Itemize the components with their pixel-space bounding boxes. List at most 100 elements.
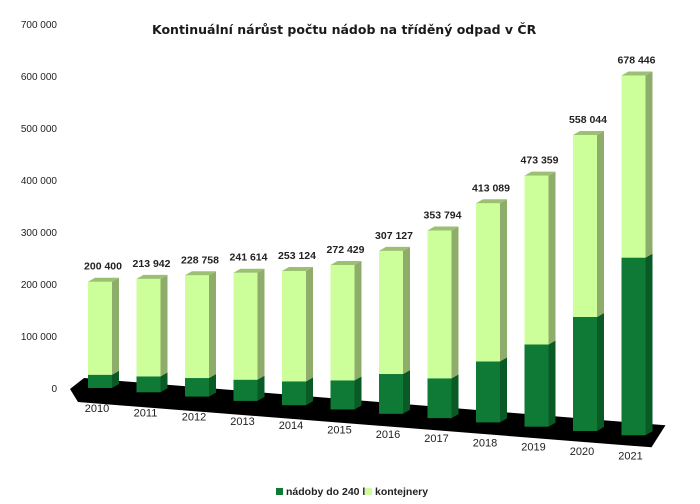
bar-side-nadoby <box>500 357 507 423</box>
bar-segment-nadoby <box>524 344 549 427</box>
bar-side-nadoby <box>597 312 604 431</box>
bar-top <box>427 226 459 231</box>
total-label: 241 614 <box>230 252 268 264</box>
bar-segment-nadoby <box>330 380 355 410</box>
bar-segment-kontejnery <box>330 265 355 381</box>
chart-title: Kontinuální nárůst počtu nádob na tříděn… <box>152 22 537 37</box>
bar-2015 <box>330 261 362 410</box>
bar-top <box>524 171 556 176</box>
data-labels: 200 400 213 942 228 758 241 614 253 124 272 4… <box>84 54 656 272</box>
bar-side-kontejnery <box>257 268 265 380</box>
total-label: 353 794 <box>424 209 462 221</box>
y-tick-label: 700 000 <box>21 20 58 31</box>
total-label: 678 446 <box>618 54 656 66</box>
bar-side-nadoby <box>354 376 362 410</box>
bar-segment-nadoby <box>136 376 161 393</box>
bar-segment-kontejnery <box>185 275 209 379</box>
total-label: 253 124 <box>278 250 316 262</box>
bar-top <box>282 266 313 271</box>
y-tick-label: 600 000 <box>21 72 58 83</box>
bar-top <box>88 277 119 282</box>
bar-side-nadoby <box>209 374 216 397</box>
x-tick-label: 2017 <box>424 433 448 445</box>
x-tick-label: 2019 <box>521 442 545 454</box>
y-tick-label: 0 <box>51 384 57 395</box>
x-tick-label: 2021 <box>618 450 642 462</box>
legend-swatch-nadoby <box>276 488 283 495</box>
x-tick-label: 2020 <box>570 446 594 458</box>
bar-segment-nadoby <box>621 257 646 436</box>
bar-2019 <box>524 171 556 427</box>
bar-segment-nadoby <box>233 379 258 401</box>
legend: nádoby do 240 l kontejnery <box>276 486 428 498</box>
y-tick-label: 500 000 <box>21 124 58 135</box>
bar-side-nadoby <box>548 340 556 427</box>
y-axis: 0 100 000 200 000 300 000 400 000 500 000 600 … <box>21 20 58 395</box>
bar-top <box>233 268 265 273</box>
bar-top <box>379 246 410 251</box>
x-tick-label: 2014 <box>279 420 303 432</box>
bar-segment-nadoby <box>185 378 209 397</box>
bar-segment-kontejnery <box>136 278 161 377</box>
bar-segment-kontejnery <box>573 135 597 317</box>
bar-segment-nadoby <box>282 381 306 406</box>
bar-top <box>621 71 653 76</box>
bar-segment-nadoby <box>88 374 112 388</box>
bar-side-kontejnery <box>597 131 604 317</box>
bar-side-kontejnery <box>403 246 410 375</box>
x-tick-label: 2015 <box>327 425 351 437</box>
bar-2012 <box>185 271 216 397</box>
x-tick-label: 2018 <box>473 437 497 449</box>
y-tick-label: 200 000 <box>21 280 58 291</box>
x-tick-label: 2011 <box>134 407 158 419</box>
total-label: 272 429 <box>327 244 365 256</box>
bar-2013 <box>233 268 265 401</box>
bar-segment-kontejnery <box>427 230 452 379</box>
bar-2021 <box>621 71 653 436</box>
bar-side-kontejnery <box>209 271 216 379</box>
y-tick-label: 100 000 <box>21 332 58 343</box>
bar-side-nadoby <box>645 253 653 436</box>
x-tick-label: 2010 <box>85 403 109 415</box>
bar-side-nadoby <box>451 374 459 419</box>
x-tick-label: 2013 <box>230 416 254 428</box>
bar-side-kontejnery <box>160 274 168 377</box>
bar-side-kontejnery <box>500 199 507 362</box>
bar-top <box>330 261 362 266</box>
x-tick-label: 2016 <box>376 429 400 441</box>
x-axis: 2010 2011 2012 2013 2014 2015 2016 2017 2018 2019… <box>85 403 643 462</box>
bar-segment-kontejnery <box>524 175 549 345</box>
bar-side-nadoby <box>112 370 119 388</box>
total-label: 473 359 <box>521 155 559 167</box>
total-label: 213 942 <box>133 258 171 270</box>
x-tick-label: 2012 <box>182 412 206 424</box>
bar-segment-kontejnery <box>621 75 646 258</box>
bar-side-nadoby <box>306 377 313 406</box>
bar-segment-nadoby <box>379 374 403 414</box>
bar-side-nadoby <box>257 375 265 401</box>
bar-side-nadoby <box>403 370 410 414</box>
bar-side-kontejnery <box>306 266 313 382</box>
bar-segment-kontejnery <box>379 250 403 375</box>
bar-side-kontejnery <box>548 171 556 345</box>
bar-segment-kontejnery <box>476 203 500 362</box>
bar-segment-kontejnery <box>233 272 258 380</box>
total-label: 307 127 <box>375 230 413 242</box>
bar-side-kontejnery <box>354 261 362 381</box>
bar-2011 <box>136 274 168 393</box>
bar-2014 <box>282 266 313 406</box>
bar-2017 <box>427 226 459 419</box>
bar-2018 <box>476 199 507 423</box>
bar-side-kontejnery <box>645 71 653 258</box>
legend-label-kontejnery: kontejnery <box>375 486 428 498</box>
y-tick-label: 400 000 <box>21 176 58 187</box>
y-tick-label: 300 000 <box>21 228 58 239</box>
bar-top <box>573 131 604 136</box>
legend-swatch-kontejnery <box>365 488 372 495</box>
chart-floor <box>70 378 666 448</box>
total-label: 413 089 <box>472 182 510 194</box>
bar-side-kontejnery <box>112 277 119 375</box>
bar-2020 <box>573 131 604 431</box>
bar-side-nadoby <box>160 372 168 393</box>
